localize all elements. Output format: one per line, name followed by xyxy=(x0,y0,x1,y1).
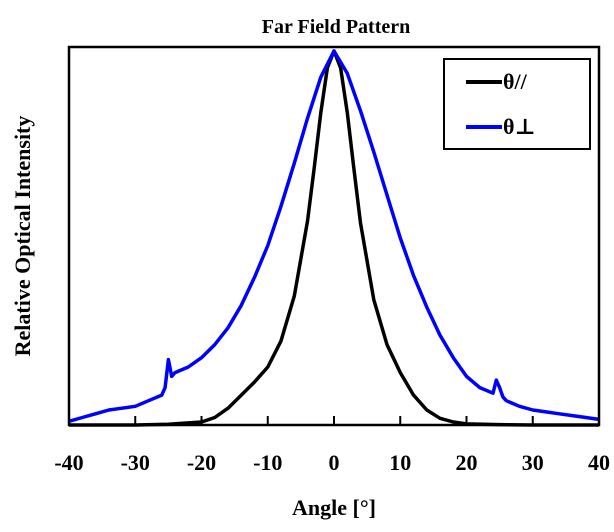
legend: θ// θ⊥ xyxy=(443,58,591,150)
x-tick-label: 0 xyxy=(329,450,340,475)
x-axis-label: Angle [°] xyxy=(292,495,376,520)
x-tick-label: 10 xyxy=(389,450,411,475)
plot-series xyxy=(68,49,600,427)
x-tick-label: 30 xyxy=(522,450,544,475)
legend-box xyxy=(443,58,591,150)
series-line-theta-perp xyxy=(68,49,600,423)
legend-label-theta-perp: θ⊥ xyxy=(503,114,536,139)
x-tick-label: -30 xyxy=(121,450,150,475)
x-tick-label: 20 xyxy=(456,450,478,475)
x-tick-label: 40 xyxy=(588,450,610,475)
x-axis-ticks: -40 -30 -20 -10 0 10 20 30 40 xyxy=(54,416,610,475)
y-axis-label: Relative Optical Intensity xyxy=(10,116,35,357)
x-tick-label: -20 xyxy=(187,450,216,475)
legend-label-theta-parallel: θ// xyxy=(503,69,528,94)
chart-title: Far Field Pattern xyxy=(262,16,410,38)
x-tick-label: -10 xyxy=(253,450,282,475)
x-tick-label: -40 xyxy=(54,450,83,475)
